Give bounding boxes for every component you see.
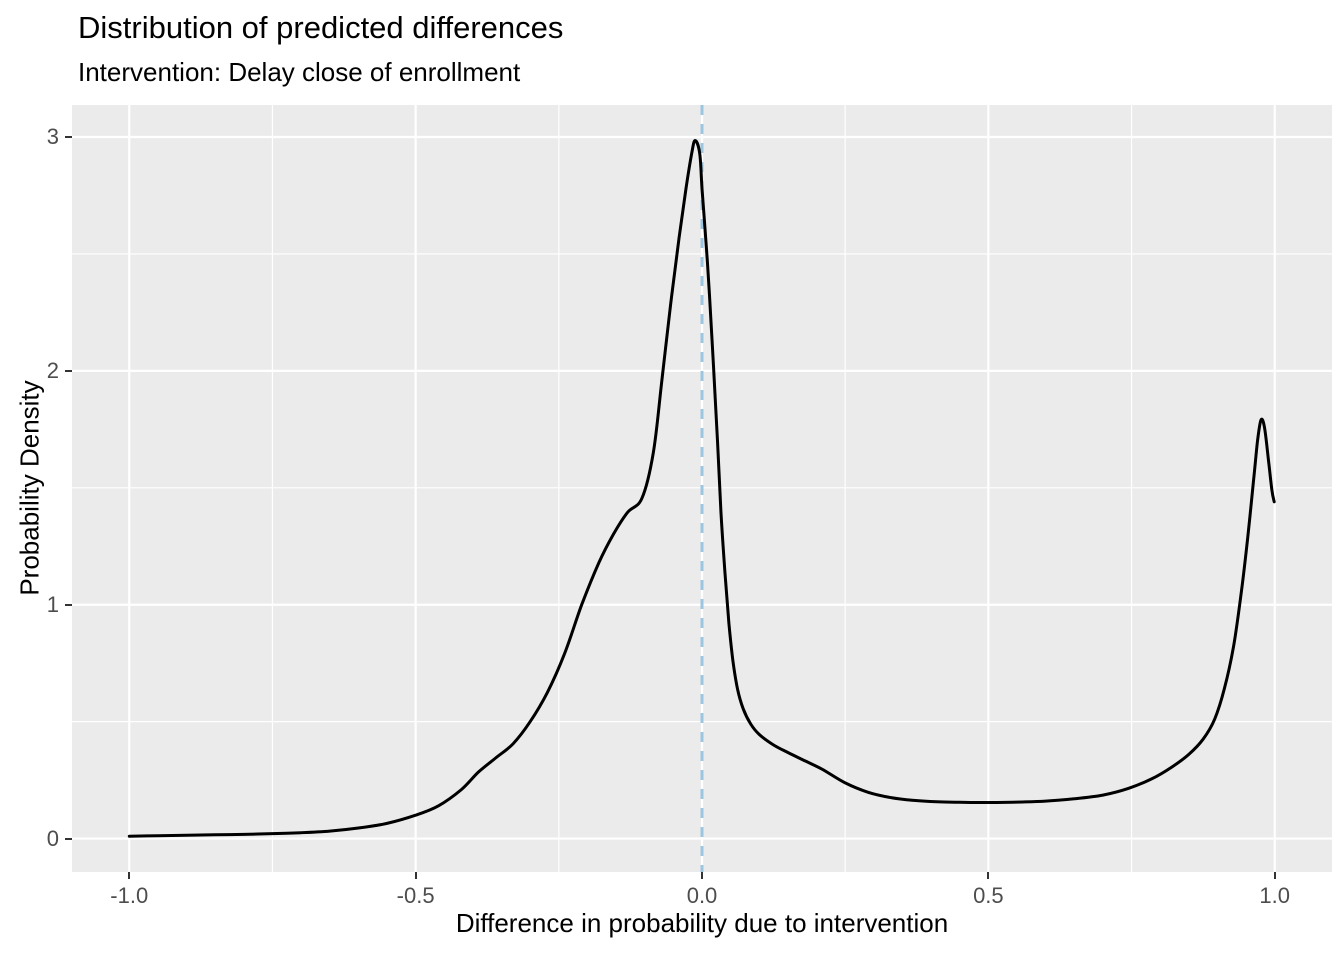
x-tick-label: 1.0 [1259, 883, 1291, 908]
y-tick-label: 0 [46, 825, 59, 851]
chart-title: Distribution of predicted differences [78, 10, 564, 45]
y-tick-label: 3 [46, 124, 59, 150]
y-tick-mark [65, 837, 72, 840]
density-curve [127, 139, 1276, 838]
x-tick-mark [1273, 872, 1276, 879]
x-axis-title: Difference in probability due to interve… [455, 908, 949, 938]
y-tick-label: 1 [46, 591, 59, 617]
x-tick-label: 0.5 [973, 883, 1004, 908]
y-tick-label: 2 [46, 357, 59, 383]
x-tick-mark [414, 872, 417, 879]
x-tick-label: 0.0 [686, 883, 718, 908]
y-tick-mark [65, 603, 72, 606]
x-tick-label: -0.5 [396, 883, 435, 908]
y-tick-mark [65, 369, 72, 372]
x-tick-label: -1.0 [110, 883, 149, 908]
plot-panel-svg [72, 105, 1332, 872]
y-tick-mark [65, 136, 72, 139]
x-tick-mark [987, 872, 990, 879]
plot-panel [72, 105, 1332, 872]
y-axis-title: Probability Density [14, 380, 45, 596]
chart-subtitle: Intervention: Delay close of enrollment [78, 57, 521, 87]
x-tick-mark [128, 872, 131, 879]
x-tick-mark [701, 872, 703, 879]
